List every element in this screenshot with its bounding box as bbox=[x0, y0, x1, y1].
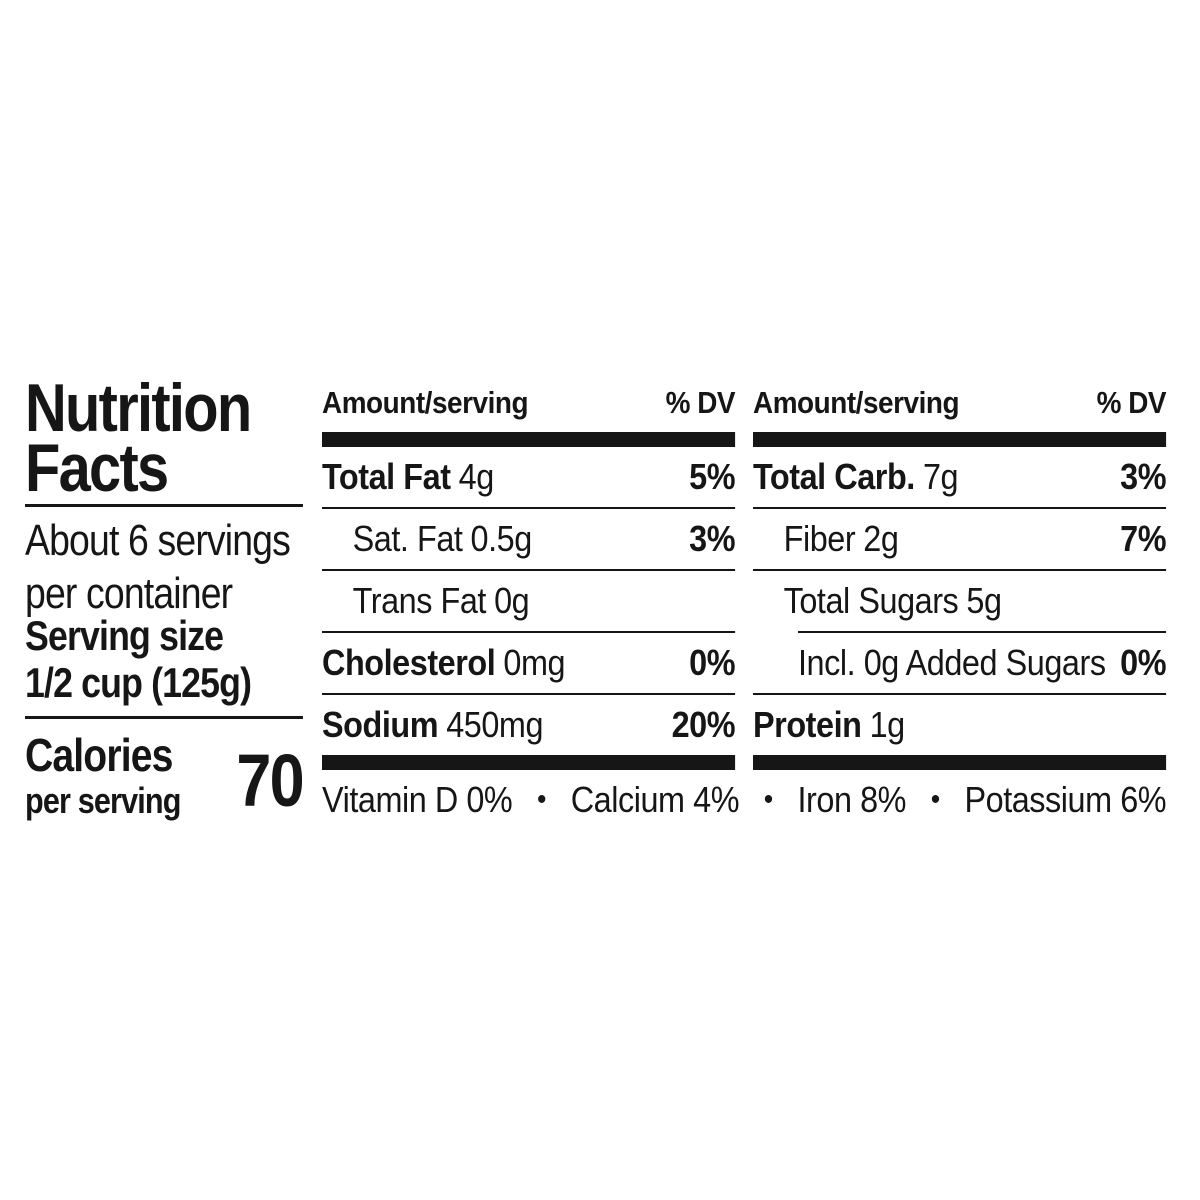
nutrient-name-amount: Incl. 0g Added Sugars bbox=[798, 642, 1106, 683]
calories-value: 70 bbox=[236, 739, 304, 822]
serving-size: Serving size 1/2 cup (125g) bbox=[25, 612, 252, 706]
thick-bar bbox=[753, 432, 1167, 447]
nutrient-row-total-fat: Total Fat 4g 5% bbox=[322, 447, 736, 507]
divider bbox=[753, 693, 1167, 695]
nutrient-row-protein: Protein 1g bbox=[753, 695, 1166, 755]
servings-line2: per container bbox=[25, 569, 233, 618]
nutrient-name-amount: Sodium 450mg bbox=[322, 704, 544, 745]
divider bbox=[322, 693, 736, 695]
nutrient-name-amount: Total Carb. 7g bbox=[753, 456, 959, 497]
micronutrient-potassium: Potassium 6% bbox=[964, 779, 1167, 820]
nutrient-row-total-sugars: Total Sugars 5g bbox=[753, 571, 1166, 631]
thick-bar bbox=[322, 432, 736, 447]
nutrient-name-amount: Sat. Fat 0.5g bbox=[352, 518, 533, 559]
micronutrients-row: Vitamin D 0% • Calcium 4% • Iron 8% • Po… bbox=[322, 774, 1167, 822]
nutrient-row-added-sugars: Incl. 0g Added Sugars 0% bbox=[753, 633, 1167, 693]
nutrient-name-amount: Protein 1g bbox=[753, 704, 905, 745]
serving-size-value: 1/2 cup (125g) bbox=[25, 659, 252, 706]
serving-size-label: Serving size bbox=[25, 612, 224, 659]
micronutrient-vitamin-d: Vitamin D 0% bbox=[322, 779, 513, 820]
nutrient-name-amount: Trans Fat 0g bbox=[352, 580, 530, 621]
nutrient-dv: 0% bbox=[1120, 642, 1167, 683]
divider bbox=[753, 569, 1167, 571]
label-info-column: Nutrition Facts About 6 servings per con… bbox=[25, 370, 305, 823]
micronutrient-calcium: Calcium 4% bbox=[570, 779, 740, 820]
nutrient-dv: 20% bbox=[671, 704, 736, 745]
bullet-separator: • bbox=[537, 783, 547, 816]
nutrient-row-sodium: Sodium 450mg 20% bbox=[322, 695, 736, 755]
nutrient-name-amount: Total Sugars 5g bbox=[783, 580, 1002, 621]
label-title-line1: Nutrition bbox=[25, 370, 252, 446]
calories-label: Calories bbox=[25, 729, 173, 781]
divider bbox=[25, 716, 303, 719]
percent-dv-header: % DV bbox=[1096, 385, 1167, 420]
divider bbox=[322, 631, 736, 633]
nutrient-column-fats-sodium: Amount/serving % DV Total Fat 4g 5% Sat. … bbox=[322, 383, 736, 770]
nutrient-dv: 0% bbox=[689, 642, 736, 683]
thick-bar bbox=[753, 755, 1167, 770]
percent-dv-header: % DV bbox=[665, 385, 736, 420]
micronutrient-iron: Iron 8% bbox=[797, 779, 907, 820]
nutrient-name-amount: Cholesterol 0mg bbox=[322, 642, 566, 683]
servings-per-container: About 6 servings per container bbox=[25, 514, 291, 620]
nutrient-row-cholesterol: Cholesterol 0mg 0% bbox=[322, 633, 736, 693]
nutrient-dv: 7% bbox=[1120, 518, 1167, 559]
nutrient-row-sat-fat: Sat. Fat 0.5g 3% bbox=[322, 509, 736, 569]
amount-serving-header: Amount/serving bbox=[753, 385, 960, 420]
amount-serving-header: Amount/serving bbox=[322, 385, 529, 420]
thick-bar bbox=[322, 755, 736, 770]
bullet-separator: • bbox=[930, 783, 940, 816]
column-header: Amount/serving % DV bbox=[322, 383, 736, 432]
column-header: Amount/serving % DV bbox=[753, 383, 1167, 432]
nutrient-dv: 3% bbox=[689, 518, 736, 559]
nutrient-name-amount: Total Fat 4g bbox=[322, 456, 494, 497]
servings-line1: About 6 servings bbox=[25, 516, 291, 565]
nutrient-row-trans-fat: Trans Fat 0g bbox=[322, 571, 735, 631]
divider bbox=[322, 507, 736, 509]
divider-indented bbox=[798, 631, 1167, 633]
bullet-separator: • bbox=[763, 783, 773, 816]
nutrient-name-amount: Fiber 2g bbox=[783, 518, 899, 559]
divider bbox=[25, 504, 303, 507]
label-title: Nutrition Facts bbox=[25, 370, 252, 506]
calories-sublabel: per serving bbox=[25, 780, 181, 821]
divider bbox=[322, 569, 736, 571]
label-title-line2: Facts bbox=[25, 430, 169, 506]
nutrient-dv: 5% bbox=[689, 456, 736, 497]
divider bbox=[753, 507, 1167, 509]
nutrient-row-fiber: Fiber 2g 7% bbox=[753, 509, 1167, 569]
nutrient-row-total-carb: Total Carb. 7g 3% bbox=[753, 447, 1167, 507]
nutrient-column-carbs-protein: Amount/serving % DV Total Carb. 7g 3% Fib… bbox=[753, 383, 1167, 770]
nutrient-dv: 3% bbox=[1120, 456, 1167, 497]
